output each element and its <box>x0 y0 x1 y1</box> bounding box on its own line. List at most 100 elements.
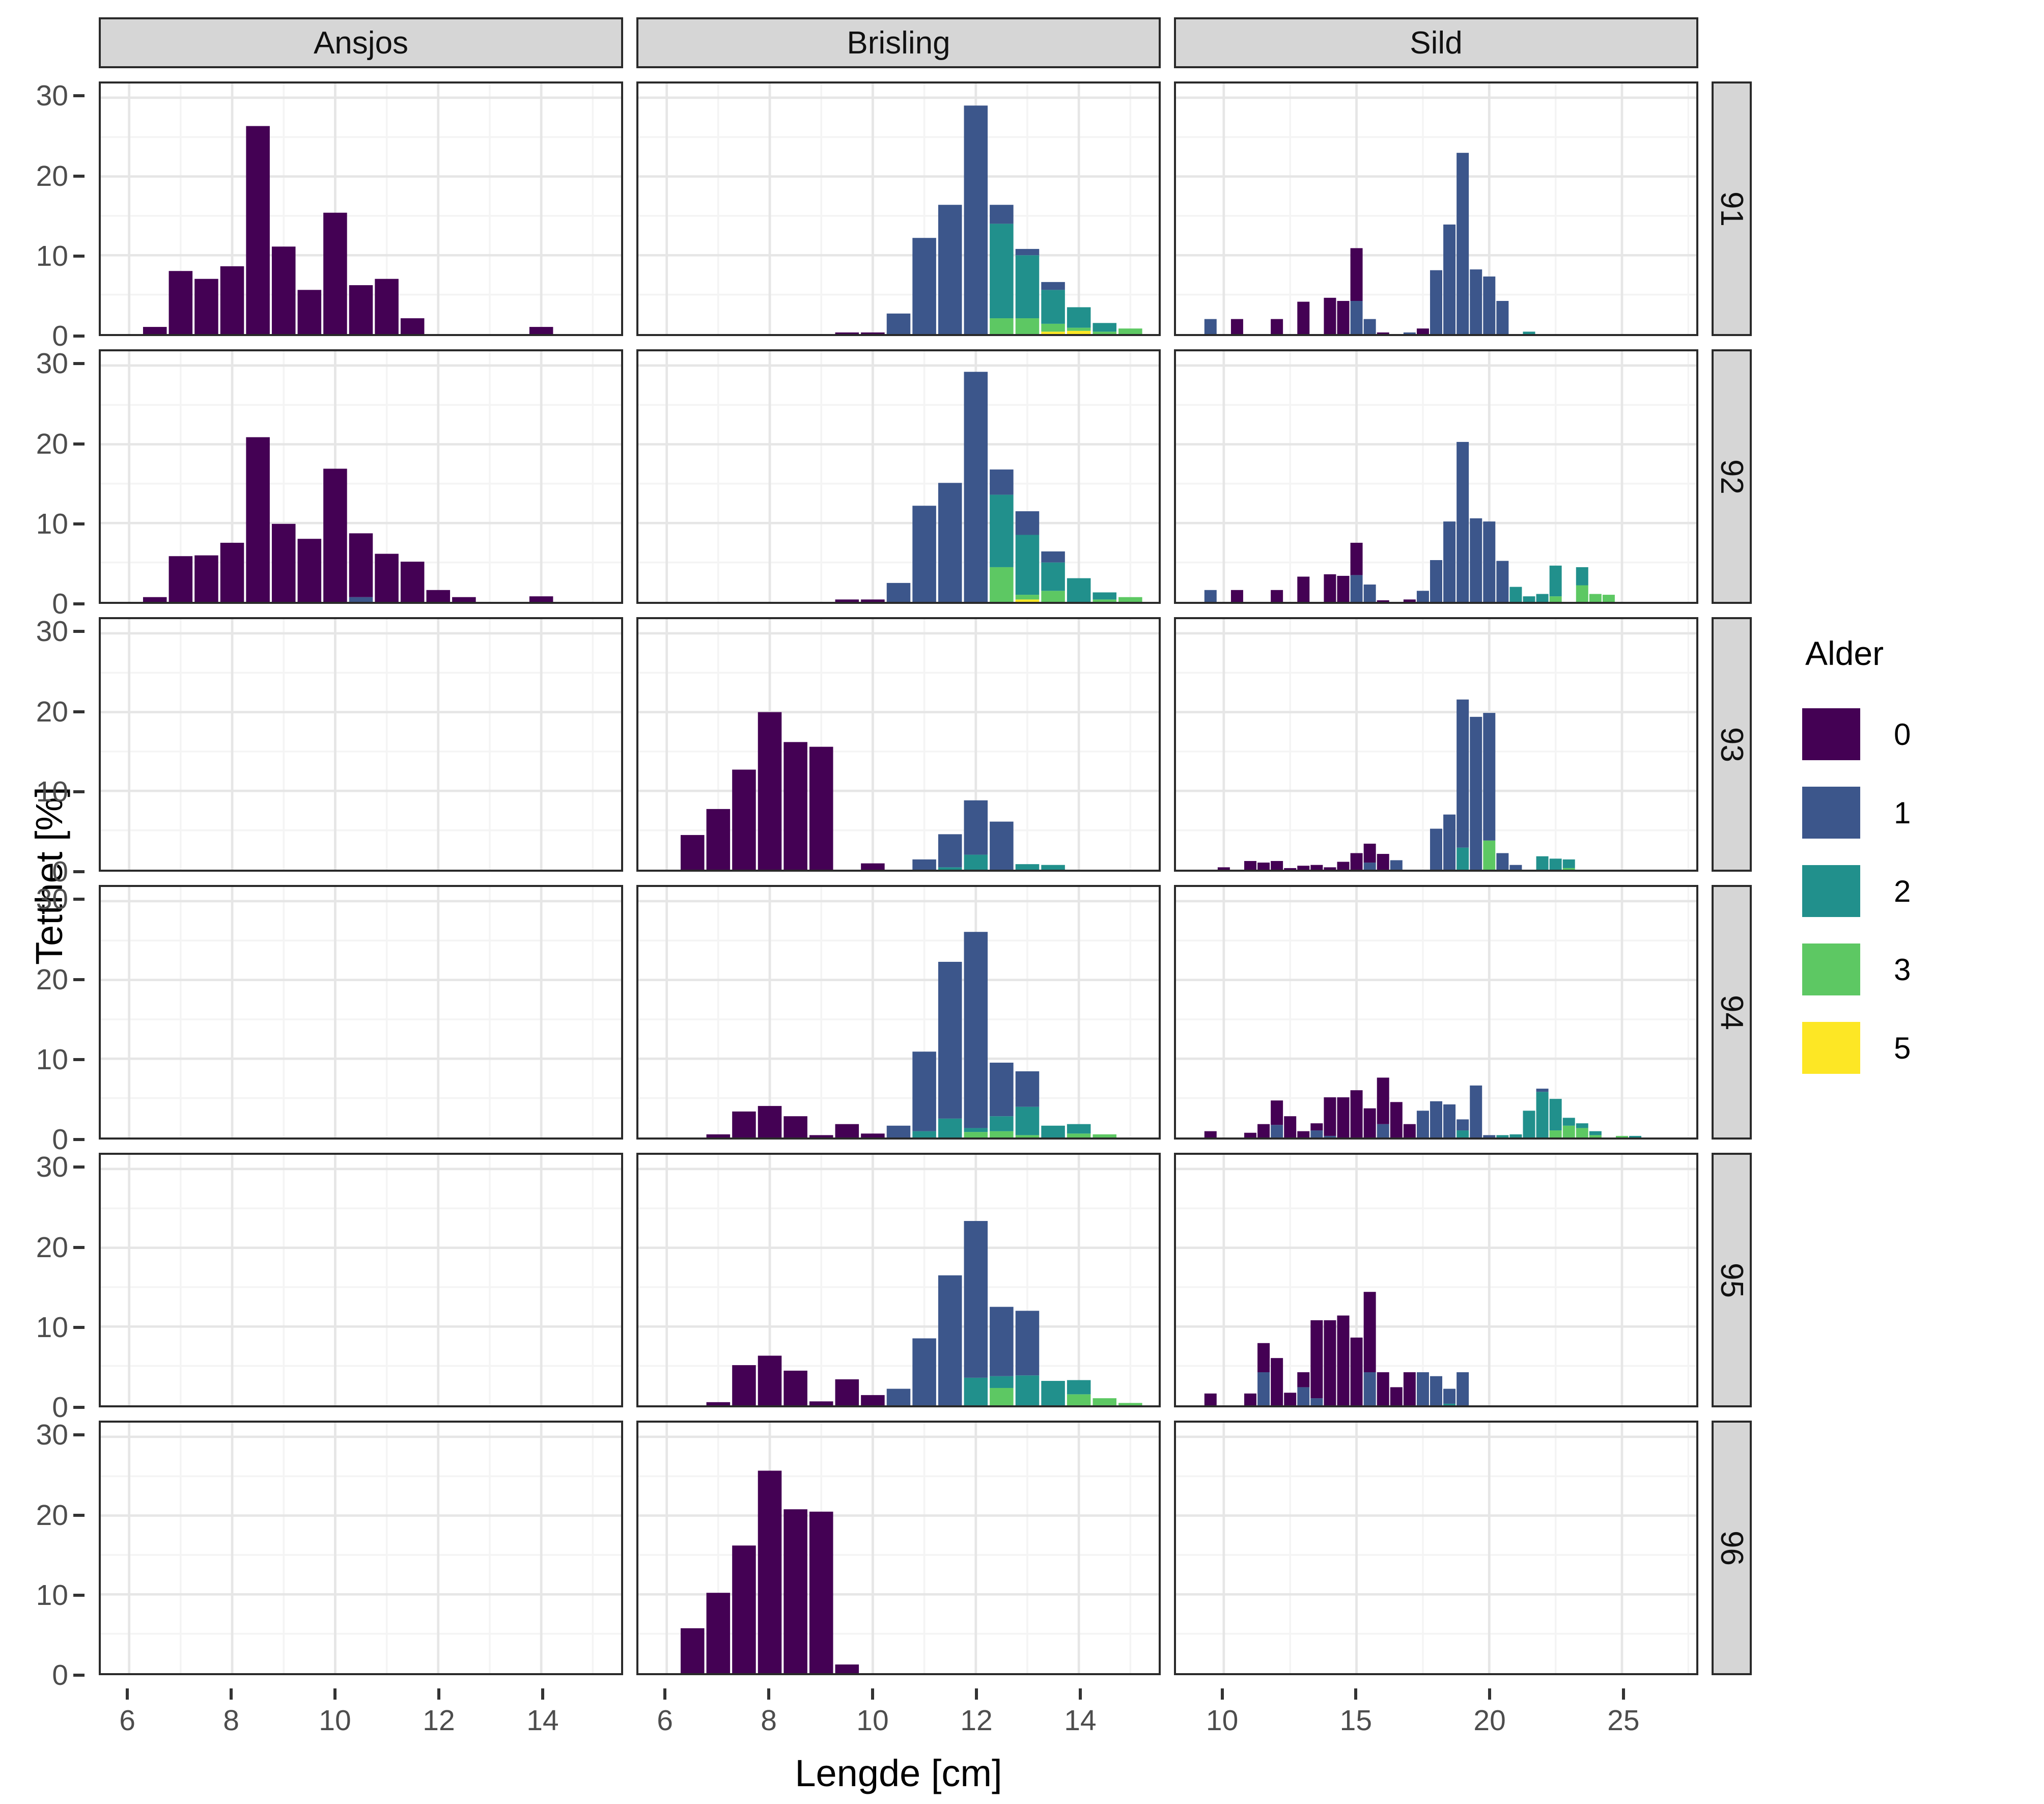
gridline-major <box>1222 84 1225 334</box>
gridline-major <box>638 1593 1159 1596</box>
gridline-major <box>872 1155 874 1405</box>
gridline-major <box>1355 84 1358 334</box>
gridline-minor <box>101 1475 621 1477</box>
bar-segment-age-3 <box>990 567 1014 602</box>
gridline-minor <box>1176 1018 1696 1020</box>
gridline-minor <box>717 1423 719 1673</box>
bar-segment-age-0 <box>861 1395 885 1405</box>
x-tick-label: 25 <box>1607 1704 1640 1737</box>
gridline-minor <box>1422 887 1424 1137</box>
bar-segment-age-0 <box>271 246 296 334</box>
bar-segment-age-3 <box>1589 594 1602 602</box>
y-tick-label: 0 <box>52 1659 68 1691</box>
y-tick-label: 10 <box>36 507 68 540</box>
bar-segment-age-1 <box>1457 1372 1469 1405</box>
bar-segment-age-0 <box>1363 843 1376 863</box>
bar-segment-age-0 <box>706 1593 731 1673</box>
bar-segment-age-1 <box>1430 270 1442 334</box>
bar-segment-age-0 <box>1230 590 1243 602</box>
gridline-minor <box>1554 351 1557 602</box>
bar-segment-age-1 <box>1457 153 1469 334</box>
bar-segment-age-3 <box>1549 596 1562 602</box>
bar-segment-age-2 <box>1549 565 1562 597</box>
bar-segment-age-2 <box>1015 535 1040 595</box>
facet-panel-brisling-91 <box>636 81 1161 336</box>
facet-strip-ansjos: Ansjos <box>99 17 623 68</box>
bar-segment-age-0 <box>1350 1337 1363 1405</box>
bar-segment-age-0 <box>1324 574 1336 602</box>
gridline-major <box>768 84 771 334</box>
bar-segment-age-0 <box>1284 868 1297 870</box>
bar-segment-age-0 <box>1403 1124 1416 1137</box>
x-tick-mark <box>974 1688 978 1700</box>
gridline-minor <box>923 887 926 1137</box>
gridline-major <box>231 1155 234 1405</box>
bar-segment-age-0 <box>375 279 399 334</box>
bar-segment-age-0 <box>783 742 807 870</box>
bar-segment-age-1 <box>990 1307 1014 1376</box>
facet-panel-sild-94 <box>1174 885 1698 1140</box>
facet-panel-ansjos-95 <box>99 1153 623 1407</box>
gridline-major <box>231 887 234 1137</box>
y-tick-mark <box>73 335 85 338</box>
gridline-major <box>1176 1168 1696 1171</box>
facet-panel-brisling-93 <box>636 617 1161 872</box>
bar-segment-age-0 <box>732 1545 756 1673</box>
bar-segment-age-3 <box>1041 323 1065 332</box>
y-tick-mark <box>73 254 85 258</box>
gridline-minor <box>1176 939 1696 941</box>
bar-segment-age-3 <box>1015 318 1040 334</box>
gridline-minor <box>101 404 621 406</box>
bar-segment-age-0 <box>809 1135 833 1137</box>
gridline-major <box>101 1593 621 1596</box>
gridline-major <box>1077 351 1080 602</box>
bar-segment-age-3 <box>1118 328 1142 334</box>
gridline-major <box>768 887 771 1137</box>
y-tick-mark <box>73 710 85 713</box>
gridline-minor <box>592 1155 594 1405</box>
bar-segment-age-3 <box>1616 1135 1628 1137</box>
gridline-major <box>1176 443 1696 446</box>
gridline-minor <box>180 351 182 602</box>
bar-segment-age-0 <box>1244 861 1256 870</box>
gridline-major <box>638 96 1159 99</box>
gridline-minor <box>180 887 182 1137</box>
bar-segment-age-1 <box>1443 1389 1456 1404</box>
bar-segment-age-1 <box>1443 1104 1456 1137</box>
facet-panel-brisling-92 <box>636 349 1161 604</box>
facet-panel-brisling-96 <box>636 1421 1161 1675</box>
bar-segment-age-0 <box>758 1106 782 1137</box>
gridline-minor <box>489 1155 491 1405</box>
gridline-major <box>101 711 621 713</box>
y-tick-label: 30 <box>36 1419 68 1452</box>
gridline-minor <box>923 1155 926 1405</box>
gridline-major <box>638 1168 1159 1171</box>
bar-segment-age-0 <box>809 1511 833 1673</box>
bar-segment-age-1 <box>1416 1372 1429 1405</box>
bar-segment-age-3 <box>964 1132 988 1137</box>
gridline-minor <box>1289 1155 1292 1405</box>
legend-item-age-5: 5 <box>1802 1022 1911 1074</box>
gridline-minor <box>923 619 926 870</box>
bar-segment-age-2 <box>1576 1123 1588 1128</box>
gridline-minor <box>1176 672 1696 674</box>
y-tick-label: 0 <box>52 1123 68 1156</box>
bar-segment-age-1 <box>1257 1372 1270 1405</box>
gridline-minor <box>1422 1155 1424 1405</box>
facet-panel-ansjos-96 <box>99 1421 623 1675</box>
bar-segment-age-0 <box>835 332 859 334</box>
bar-segment-age-1 <box>990 821 1014 870</box>
gridline-minor <box>101 1632 621 1635</box>
bar-segment-age-0 <box>426 590 451 602</box>
gridline-major <box>101 900 621 903</box>
gridline-minor <box>1687 351 1690 602</box>
bar-segment-age-2 <box>938 1118 962 1137</box>
x-tick-label: 14 <box>1064 1704 1097 1737</box>
gridline-major <box>638 632 1159 635</box>
y-tick-label: 30 <box>36 347 68 380</box>
bar-segment-age-0 <box>783 1509 807 1673</box>
bar-segment-age-0 <box>1217 867 1230 870</box>
bar-segment-age-1 <box>1271 1125 1283 1137</box>
y-axis-92: 30 20 10 0 <box>30 347 86 620</box>
bar-segment-age-3 <box>990 318 1014 334</box>
